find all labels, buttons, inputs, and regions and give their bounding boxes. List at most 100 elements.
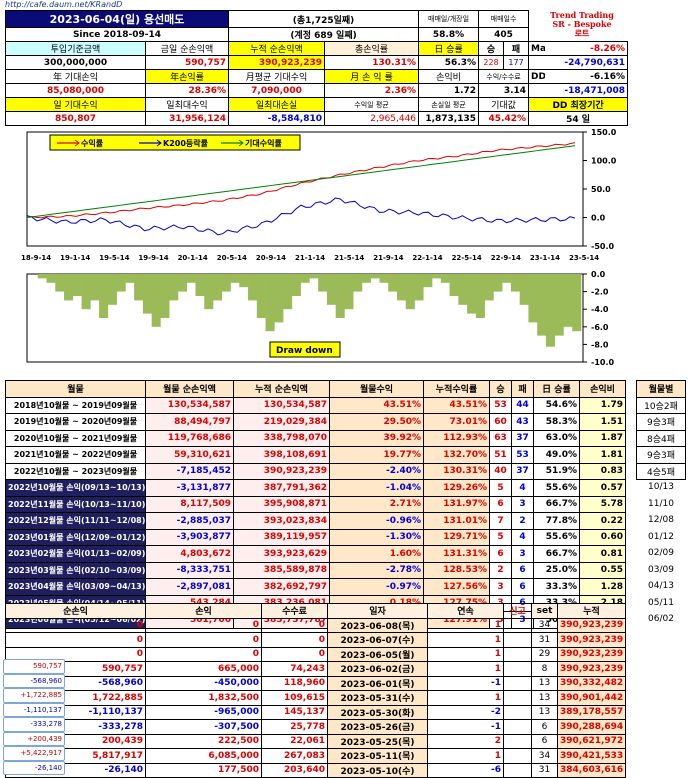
dd-bar (125, 274, 135, 283)
dd-bar (107, 274, 117, 305)
monthly-cell: 0.83 (579, 462, 626, 480)
monthly-cell: 112.93% (423, 429, 490, 447)
monthly-cell: -3,131,877 (145, 479, 234, 497)
dd-bar (300, 274, 310, 283)
dd-bar (397, 274, 407, 301)
drawdown-bar-chart: 0.0 -2.0 -4.0 -6.0 -8.0 -10.0 Draw down (26, 270, 614, 367)
monthly-cell: 63 (489, 429, 512, 447)
dd-bar (239, 274, 249, 288)
monthly-cell: 66.7% (533, 545, 580, 563)
dd-bar (493, 274, 503, 292)
monthly-wl-table: 월물별 10승2패 9승3패 8승4패 9승3패 4승5패 (636, 380, 686, 480)
monthly-cell: 73.01% (423, 413, 490, 431)
label-profit-fee: 수익/수수료 (478, 69, 530, 84)
trend-line3: 로트 (574, 28, 590, 38)
monthly-row: 2023년03월물 손익(02/10~03/09) -8,333,751 385,5… (5, 561, 626, 579)
mini-spark: -26,140 (3, 760, 65, 775)
dd-bar (467, 274, 477, 314)
x-tick-label: 22-9-14 (491, 254, 521, 262)
dd-bar (510, 274, 520, 292)
x-tick-label: 21-1-14 (295, 254, 325, 262)
monthly-cell: 2021년10월물 ~ 2022년09월물 (5, 446, 146, 464)
dd-bar (64, 274, 74, 301)
monthly-cell: 2 (489, 561, 512, 579)
daily-cell: 1 (427, 748, 504, 764)
dd-bar (353, 274, 363, 292)
monthly-cell: 88,494,797 (145, 413, 234, 431)
max-dd-value: -24,790,631 (528, 55, 629, 70)
mini-spark: -333,278 (3, 717, 65, 732)
monthly-header-cell: 누적수익률 (423, 380, 490, 398)
monthly-cell: 6 (489, 495, 512, 513)
monthly-cell: 3 (511, 545, 534, 563)
monthly-cell: -8,333,751 (145, 561, 234, 579)
dd-y-tick-label: -6.0 (591, 323, 609, 332)
daily-cell (503, 661, 532, 677)
monthly-cell: 51 (489, 446, 512, 464)
daily-cell: 6 (531, 733, 558, 749)
side-date: 02/09 (648, 548, 674, 558)
dd-bar (528, 274, 538, 323)
monthly-cell: 44 (511, 396, 534, 414)
dd-bar (169, 274, 179, 301)
dd-bar (72, 274, 82, 296)
monthly-cell: 395,908,871 (233, 495, 330, 513)
daily-cell: 1 (427, 617, 504, 633)
side-date: 10/13 (648, 482, 674, 492)
dd-y-tick-label: -10.0 (591, 358, 614, 367)
legend-arrow-1 (156, 139, 162, 147)
dd-bar (274, 274, 284, 323)
monthly-cell: 5 (489, 528, 512, 546)
monthly-cell: 29.50% (329, 413, 424, 431)
daily-cell: 0 (5, 632, 146, 648)
header-total-days: (총1,725일째) (228, 10, 420, 28)
side-date: 04/13 (648, 581, 674, 591)
monthly-cell: 66.7% (533, 495, 580, 513)
monthly-cell: -1.04% (329, 479, 424, 497)
daily-cell: 2 (427, 733, 504, 749)
daily-row: -26,140 177,500 203,640 2023-05-10(수) -6 31 38… (5, 762, 626, 778)
dd-bar (81, 274, 91, 310)
daily-cell: -450,000 (145, 675, 262, 691)
daily-cell: 118,960 (261, 675, 328, 691)
dd-bar (554, 274, 564, 336)
monthly-cell: 2023년04월물 손익(03/09~04/13) (5, 578, 146, 596)
side-row: 10승2패 (636, 396, 686, 414)
side-header-cell: 월물별 (636, 380, 686, 398)
daily-cell: 13 (531, 675, 558, 691)
monthly-cell: 5.78 (579, 495, 626, 513)
x-tick-label: 21-5-14 (334, 254, 364, 262)
monthly-cell: 4 (511, 528, 534, 546)
side-header-row: 월물별 (636, 380, 686, 398)
daily-cell: 0 (145, 617, 262, 633)
dd-bar (379, 274, 389, 283)
label-dd-longest: DD 최장기간 (528, 97, 629, 112)
x-tick-label: 20-5-14 (217, 254, 247, 262)
dd-bar (230, 274, 240, 283)
monthly-cell: 33.3% (533, 578, 580, 596)
side-cell: 9승3패 (636, 413, 686, 431)
monthly-cell: 39.92% (329, 429, 424, 447)
monthly-cell: 2022년11월물 손익(10/13~11/10) (5, 495, 146, 513)
dd-bar (572, 274, 582, 332)
dd-pct: -6.16% (544, 69, 629, 84)
year-expected-value: 85,080,000 (5, 83, 146, 98)
monthly-cell: 2.71% (329, 495, 424, 513)
cafe-url-link[interactable]: http://cafe.daum.net/KRandD (5, 0, 123, 9)
side-cell: 8승4패 (636, 429, 686, 447)
daily-cell: 0 (5, 617, 146, 633)
win-day-avg-value: 2,965,446 (324, 111, 420, 126)
monthly-cell: 1.28 (579, 578, 626, 596)
max-pct: -8.26% (544, 41, 629, 56)
side-date: 03/09 (648, 564, 674, 575)
monthly-cell: 5 (489, 479, 512, 497)
monthly-cell: 4 (511, 479, 534, 497)
dd-bar (142, 274, 152, 314)
monthly-cell: 0.60 (579, 528, 626, 546)
daily-cell (503, 762, 532, 778)
daily-cell: 203,640 (261, 762, 328, 778)
daily-cell: 31 (531, 632, 558, 648)
label-today-pnl: 금일 순손익액 (144, 41, 230, 56)
dd-bar (256, 274, 266, 318)
series-line-1 (26, 197, 576, 236)
